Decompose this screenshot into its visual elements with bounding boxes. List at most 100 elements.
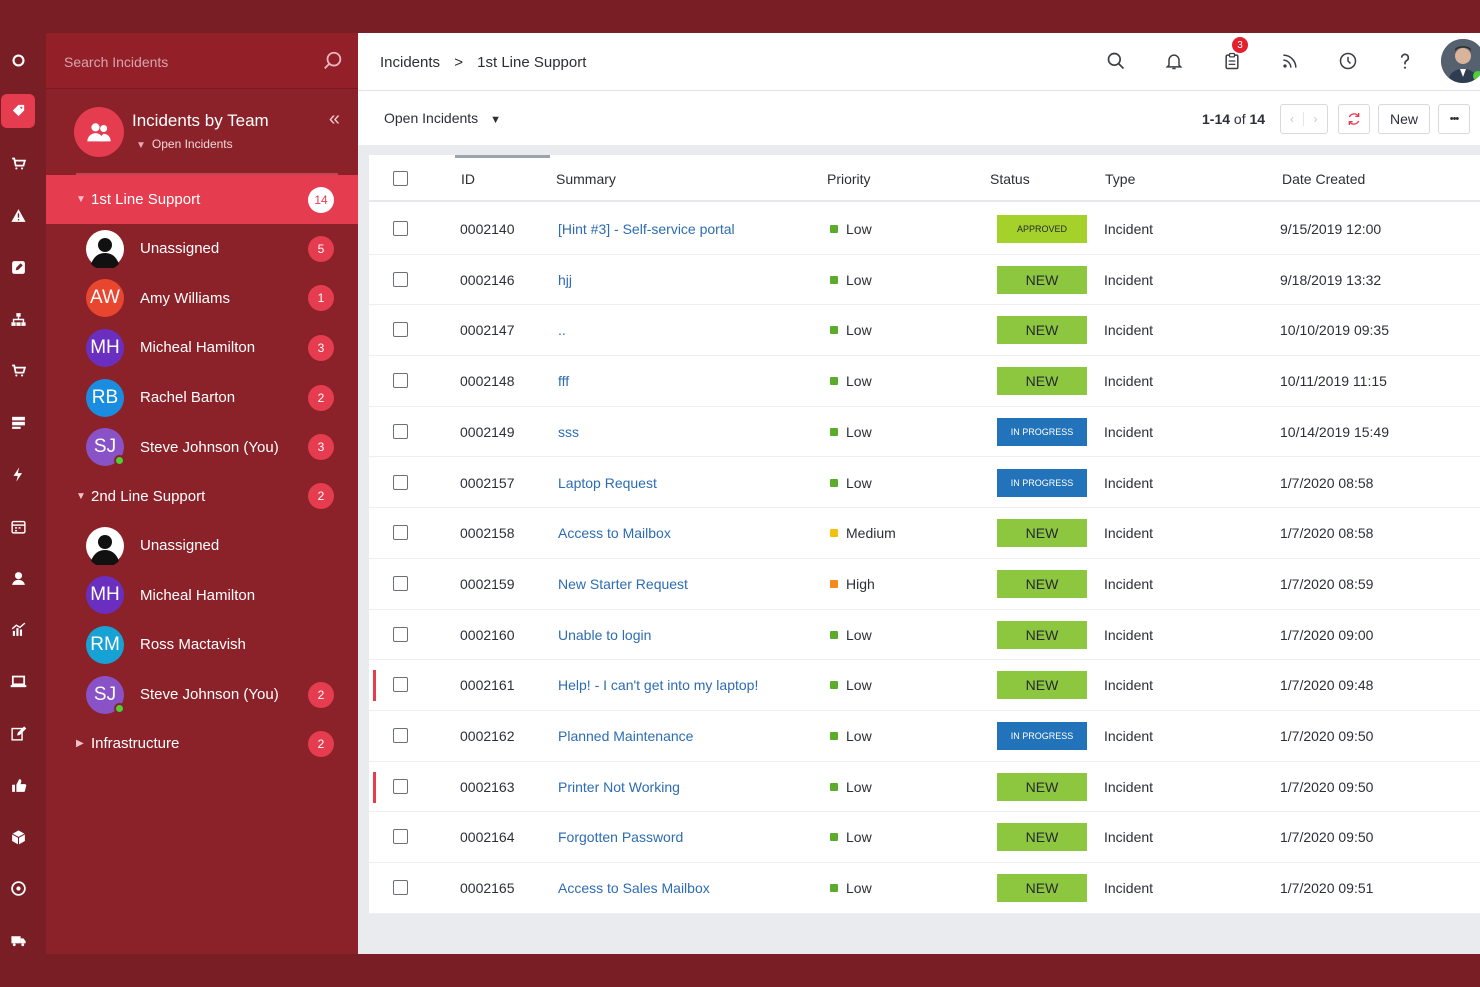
column-date-created[interactable]: Date Created [1282, 171, 1366, 187]
incident-summary-link[interactable]: sss [558, 423, 579, 440]
table-row[interactable]: 0002149 sss Low IN PROGRESS Incident 10/14/20… [369, 407, 1480, 458]
team-member[interactable]: SJ Steve Johnson (You) 2 [46, 670, 358, 720]
row-checkbox[interactable] [393, 474, 408, 490]
incident-summary-link[interactable]: Printer Not Working [558, 778, 680, 795]
user-icon[interactable] [0, 560, 36, 596]
table-row[interactable]: 0002146 hjj Low NEW Incident 9/18/2019 13:32 [369, 255, 1480, 306]
server-icon[interactable] [0, 405, 36, 441]
row-checkbox[interactable] [393, 373, 408, 389]
table-row[interactable]: 0002158 Access to Mailbox Medium NEW Inciden… [369, 508, 1480, 559]
caret-down-icon[interactable]: ▼ [76, 490, 86, 502]
user-avatar[interactable] [1441, 39, 1480, 83]
team-member[interactable]: Unassigned 5 [46, 224, 358, 274]
team-group[interactable]: ▶ Infrastructure 2 [46, 719, 358, 768]
team-member[interactable]: MH Micheal Hamilton 3 [46, 323, 358, 373]
incident-summary-link[interactable]: .. [558, 322, 566, 339]
bell-icon[interactable] [1162, 49, 1186, 73]
team-member[interactable]: AW Amy Williams 1 [46, 274, 358, 324]
team-member[interactable]: RB Rachel Barton 2 [46, 373, 358, 423]
team-member[interactable]: MH Micheal Hamilton [46, 571, 358, 621]
select-all-checkbox[interactable] [393, 171, 408, 186]
search-input[interactable] [64, 52, 314, 72]
row-checkbox[interactable] [393, 829, 408, 845]
table-row[interactable]: 0002161 Help! - I can't get into my lapto… [369, 660, 1480, 711]
rss-icon[interactable] [1278, 49, 1302, 73]
cart-icon[interactable] [0, 146, 36, 182]
search-icon[interactable] [1104, 49, 1128, 73]
incident-summary-link[interactable]: Unable to login [558, 626, 652, 643]
incident-summary-link[interactable]: [Hint #3] - Self-service portal [558, 221, 735, 237]
tag-icon[interactable] [1, 93, 35, 128]
table-row[interactable]: 0002159 New Starter Request High NEW Inciden… [369, 559, 1480, 610]
table-row[interactable]: 0002148 fff Low NEW Incident 10/11/2019 11:15 [369, 356, 1480, 407]
column-status[interactable]: Status [990, 171, 1030, 187]
table-row[interactable]: 0002160 Unable to login Low NEW Incident 1/7/… [369, 610, 1480, 661]
table-row[interactable]: 0002165 Access to Sales Mailbox Low NEW Inci… [369, 863, 1480, 914]
disc-icon[interactable] [0, 871, 36, 907]
column-summary[interactable]: Summary [556, 171, 616, 187]
table-row[interactable]: 0002140 [Hint #3] - Self-service portal Lo… [369, 204, 1480, 255]
row-checkbox[interactable] [393, 322, 408, 338]
row-checkbox[interactable] [393, 677, 408, 693]
table-row[interactable]: 0002162 Planned Maintenance Low IN PROGRESS… [369, 711, 1480, 762]
table-row[interactable]: 0002164 Forgotten Password Low NEW Incident 1… [369, 812, 1480, 864]
team-filter[interactable]: ▼ Open Incidents [136, 137, 233, 151]
caret-right-icon[interactable]: ▶ [76, 738, 84, 750]
more-options-button[interactable]: ••• [1438, 104, 1470, 134]
row-checkbox[interactable] [393, 525, 408, 541]
row-checkbox[interactable] [393, 728, 408, 743]
calendar-icon[interactable] [0, 508, 36, 544]
thumbs-up-icon[interactable] [0, 767, 36, 803]
column-priority[interactable]: Priority [827, 171, 871, 187]
team-member[interactable]: RM Ross Mactavish [46, 620, 358, 670]
incident-summary-link[interactable]: Forgotten Password [558, 829, 684, 846]
clipboard-icon[interactable]: 3 [1220, 37, 1248, 73]
prev-page-button[interactable]: ‹ [1281, 112, 1305, 126]
team-group[interactable]: ▼ 2nd Line Support 2 [46, 472, 358, 521]
circle-icon[interactable] [0, 42, 36, 78]
help-icon[interactable] [1393, 49, 1417, 73]
clock-icon[interactable] [1336, 49, 1360, 73]
team-member[interactable]: SJ Steve Johnson (You) 3 [46, 422, 358, 472]
next-page-button[interactable]: › [1313, 112, 1318, 126]
warning-icon[interactable] [0, 197, 36, 233]
truck-icon[interactable] [0, 923, 36, 959]
incident-summary-link[interactable]: Help! - I can't get into my laptop! [558, 677, 759, 694]
row-checkbox[interactable] [393, 271, 408, 287]
incident-summary-link[interactable]: Access to Sales Mailbox [558, 880, 710, 897]
hierarchy-icon[interactable] [0, 301, 36, 337]
team-group[interactable]: ▼ 1st Line Support 14 [46, 175, 358, 224]
incident-summary-link[interactable]: fff [558, 373, 570, 390]
bolt-icon[interactable] [0, 456, 36, 492]
incident-summary-link[interactable]: hjj [558, 271, 573, 288]
row-checkbox[interactable] [393, 626, 408, 642]
incident-summary-link[interactable]: New Starter Request [558, 575, 688, 592]
incident-summary-link[interactable]: Access to Mailbox [558, 525, 671, 542]
row-checkbox[interactable] [393, 880, 408, 896]
laptop-icon[interactable] [0, 664, 36, 700]
column-id[interactable]: ID [461, 171, 475, 187]
row-checkbox[interactable] [393, 575, 408, 591]
column-type[interactable]: Type [1105, 171, 1136, 187]
edit-icon[interactable] [0, 249, 36, 285]
cart-icon[interactable] [0, 353, 36, 389]
table-row[interactable]: 0002163 Printer Not Working Low NEW Incident… [369, 762, 1480, 813]
chart-icon[interactable] [0, 612, 36, 648]
row-checkbox[interactable] [393, 423, 408, 439]
cube-icon[interactable] [0, 819, 36, 855]
view-select[interactable]: Open Incidents ▼ [384, 110, 501, 126]
row-checkbox[interactable] [393, 778, 408, 794]
new-button[interactable]: New [1378, 104, 1430, 134]
caret-down-icon[interactable]: ▼ [76, 194, 86, 205]
breadcrumb-incidents[interactable]: Incidents [380, 54, 441, 71]
incident-summary-link[interactable]: Laptop Request [558, 474, 657, 491]
table-row[interactable]: 0002157 Laptop Request Low IN PROGRESS Incid… [369, 458, 1480, 509]
collapse-sidebar-button[interactable]: « [328, 108, 340, 130]
incident-summary-link[interactable]: Planned Maintenance [558, 728, 694, 744]
pen-icon[interactable] [0, 715, 36, 751]
refresh-button[interactable] [1338, 104, 1370, 134]
search-icon[interactable] [322, 50, 344, 72]
table-row[interactable]: 0002147.. Low NEW Incident 10/10/2019 09:35 [369, 305, 1480, 357]
team-member[interactable]: Unassigned [46, 521, 358, 571]
row-checkbox[interactable] [393, 221, 408, 236]
